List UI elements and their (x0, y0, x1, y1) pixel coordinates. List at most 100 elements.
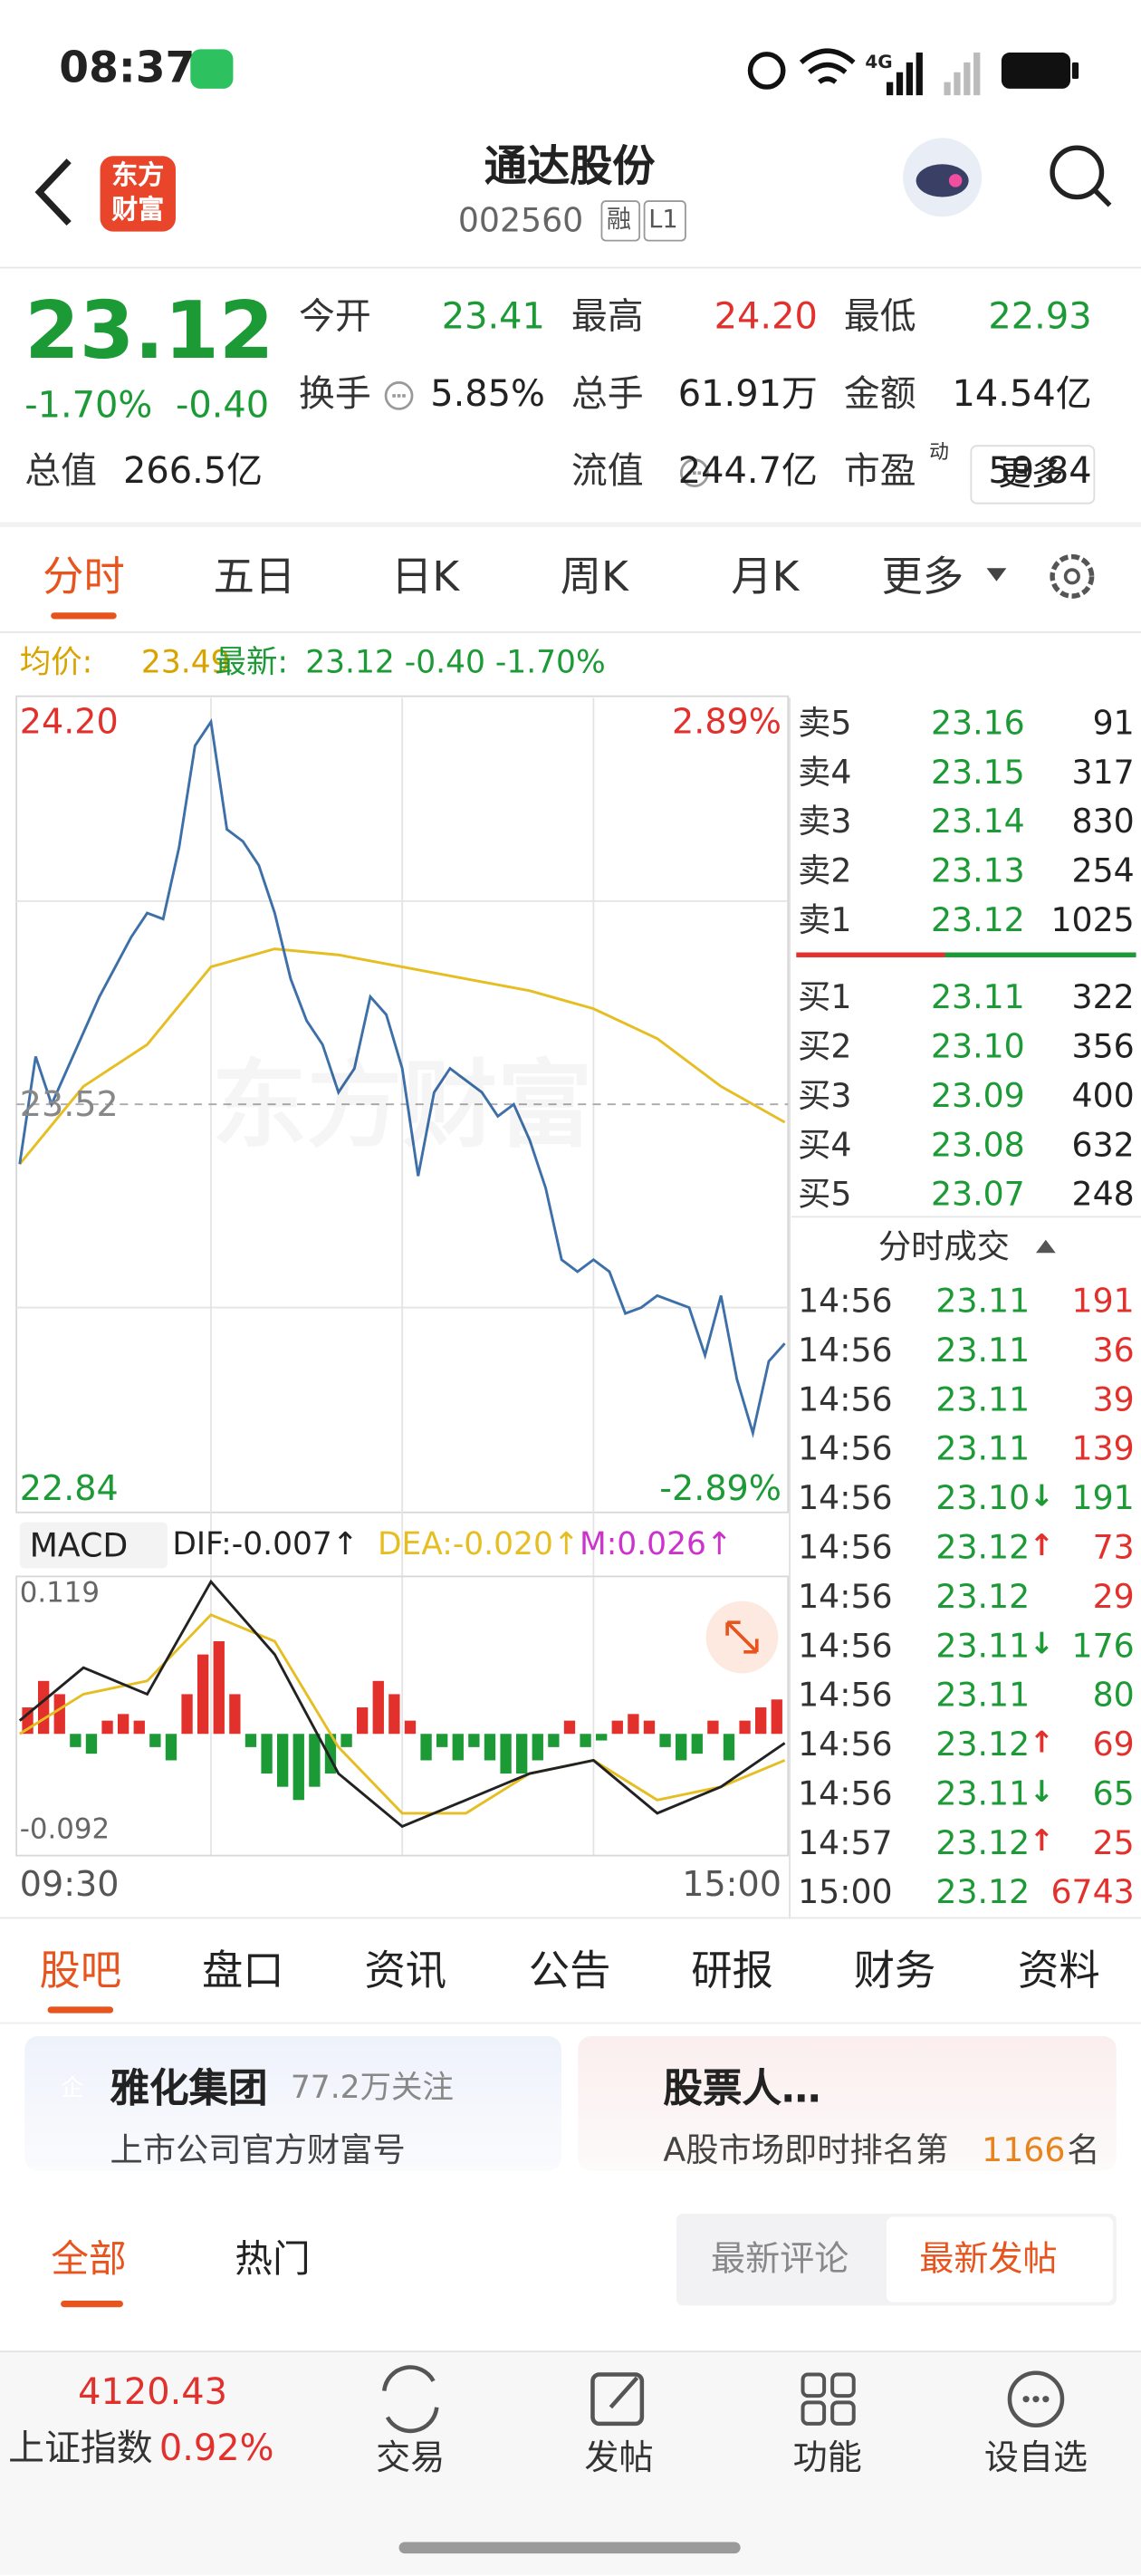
trade-price: 23.10 (935, 1477, 1031, 1518)
feed-tab[interactable]: 热门 (235, 2238, 311, 2283)
nav-icon (381, 2365, 439, 2434)
macd-bar (723, 1734, 735, 1761)
chart-tab[interactable]: 分时 (43, 553, 125, 601)
trade-volume: 6743 (1050, 1871, 1135, 1912)
chart-tab[interactable]: 月K (731, 553, 800, 601)
book-price: 23.08 (930, 1124, 1025, 1165)
section-tab[interactable]: 财务 (853, 1946, 936, 1994)
section-tab[interactable]: 股吧 (39, 1946, 122, 1994)
trade-price: 23.11 (935, 1379, 1031, 1419)
badge (643, 200, 686, 242)
macd-bar (292, 1734, 304, 1801)
signal-bar (944, 82, 951, 96)
trade-price: 23.11 (935, 1330, 1031, 1370)
more-label[interactable]: 更多 (998, 453, 1064, 493)
battery (1001, 53, 1071, 89)
trade-volume: 139 (1071, 1428, 1135, 1468)
search-button[interactable] (1050, 145, 1105, 200)
latest-label: 最新: (215, 644, 289, 681)
section-tab[interactable]: 公告 (528, 1946, 611, 1994)
index-name: 上证指数 (8, 2428, 153, 2470)
feed-underline (61, 2300, 123, 2308)
section-tab[interactable]: 资讯 (364, 1946, 447, 1994)
company-icon-text: 企 (61, 2075, 84, 2102)
book-volume: 632 (1071, 1124, 1135, 1165)
macd-bar (484, 1734, 496, 1761)
section-tab[interactable]: 研报 (691, 1946, 773, 1994)
trade-time: 14:56 (798, 1527, 893, 1567)
card-subtitle: 名 (1067, 2129, 1100, 2169)
stat-value: 24.20 (714, 297, 818, 339)
company-card[interactable] (24, 2036, 562, 2171)
macd-bar (755, 1707, 767, 1735)
stock-name: 通达股份 (484, 142, 656, 193)
book-volume: 248 (1071, 1174, 1135, 1214)
bottom-nav (0, 2351, 1141, 2575)
trade-time: 14:56 (798, 1576, 893, 1616)
macd-bar (452, 1734, 464, 1761)
avg-value: 23.49 (140, 644, 231, 681)
pct-label: -2.89% (659, 1468, 781, 1509)
macd-bar (133, 1720, 145, 1735)
book-volume: 400 (1071, 1075, 1135, 1115)
macd-bar (277, 1734, 289, 1787)
macd-bar (388, 1694, 400, 1735)
stat-label: 总值 (24, 451, 97, 493)
more-button[interactable] (970, 445, 1096, 505)
badge (600, 200, 641, 242)
book-price: 23.12 (930, 899, 1025, 940)
section-tab[interactable]: 盘口 (201, 1946, 284, 1994)
rank-card[interactable] (578, 2036, 1117, 2171)
macd-bar (261, 1734, 273, 1774)
sort-option[interactable]: 最新评论 (711, 2238, 849, 2279)
logo-text: 东方 (111, 159, 165, 191)
card-title: 雅化集团 (110, 2065, 268, 2112)
sort-option[interactable]: 最新发帖 (919, 2238, 1058, 2279)
macd-bar (659, 1734, 671, 1747)
trade-price: 23.12 (935, 1527, 1031, 1567)
trade-volume: 73 (1092, 1527, 1135, 1567)
nav-item[interactable]: 设自选 (983, 2437, 1088, 2477)
back-button[interactable] (34, 159, 72, 226)
macd-tick-label: 0.119 (19, 1577, 100, 1610)
book-price: 23.14 (930, 801, 1025, 841)
macd-bar (53, 1694, 65, 1735)
chart-tab[interactable]: 周K (560, 553, 628, 601)
trade-price: 23.11 (935, 1281, 1031, 1321)
book-price: 23.13 (930, 851, 1025, 890)
index-value: 4120.43 (78, 2372, 228, 2415)
macd-selector[interactable] (19, 1522, 168, 1569)
section-tab[interactable]: 资料 (1018, 1946, 1100, 1994)
macd-bar (229, 1694, 241, 1735)
macd-bar (596, 1734, 608, 1741)
x-label: 15:00 (682, 1864, 781, 1905)
chart-tab[interactable]: 更多 (881, 553, 964, 601)
chart-tab[interactable]: 日K (391, 553, 460, 601)
sort-active[interactable] (886, 2216, 1114, 2302)
trade-time: 15:00 (798, 1871, 893, 1912)
change-percent: -1.70% (24, 386, 153, 428)
last-price: 23.12 (24, 285, 274, 378)
nav-item[interactable]: 交易 (376, 2437, 446, 2477)
nav-icon-dot (1042, 2396, 1050, 2403)
bid-ratio (796, 952, 945, 957)
book-price: 23.09 (930, 1075, 1025, 1115)
info-icon (384, 381, 414, 410)
card-title: 股票人… (663, 2065, 821, 2112)
expand-icon (725, 1620, 759, 1654)
nav-icon (590, 2372, 645, 2427)
trade-time: 14:56 (798, 1330, 893, 1370)
book-label: 卖1 (798, 899, 852, 940)
macd-bar (771, 1699, 782, 1735)
nav-item[interactable]: 功能 (792, 2437, 862, 2477)
nav-icon (830, 2400, 856, 2426)
chart-tab[interactable]: 五日 (213, 553, 296, 601)
macd-bar (707, 1720, 719, 1735)
price-line (18, 717, 786, 1438)
nav-item[interactable]: 发帖 (584, 2437, 654, 2477)
feed-tab[interactable]: 全部 (51, 2238, 127, 2283)
macd-title[interactable]: MACD (29, 1525, 129, 1565)
trade-time: 14:56 (798, 1379, 893, 1419)
macd-bar (500, 1734, 512, 1774)
